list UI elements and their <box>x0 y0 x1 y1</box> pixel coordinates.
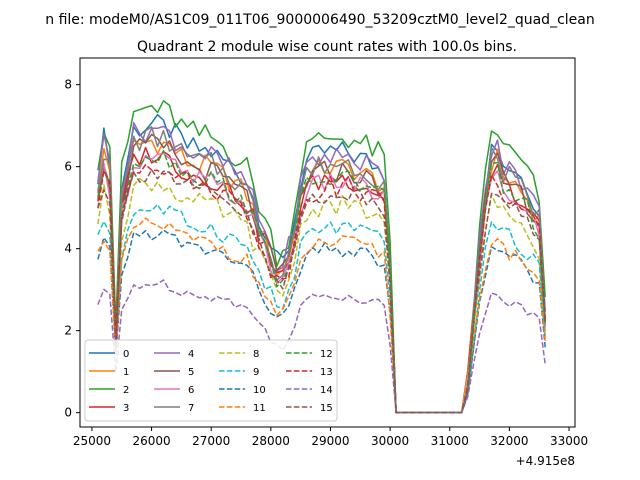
legend-label-0: 0 <box>123 349 129 360</box>
legend-label-7: 7 <box>188 403 194 414</box>
legend-label-1: 1 <box>123 367 129 378</box>
y-tick-label: 2 <box>64 324 72 338</box>
x-tick-label: 25000 <box>73 434 111 448</box>
legend-label-13: 13 <box>320 367 333 378</box>
x-tick-label: 26000 <box>132 434 170 448</box>
legend-box <box>84 339 338 422</box>
chart-suptitle: n file: modeM0/AS1C09_011T06_9000006490_… <box>45 12 594 28</box>
legend-label-3: 3 <box>123 403 129 414</box>
y-tick-label: 4 <box>64 242 72 256</box>
x-tick-label: 33000 <box>550 434 588 448</box>
legend-label-10: 10 <box>253 385 266 396</box>
legend-label-5: 5 <box>188 367 194 378</box>
x-tick-label: 29000 <box>311 434 349 448</box>
x-tick-label: 28000 <box>252 434 290 448</box>
legend-label-12: 12 <box>320 349 333 360</box>
series-line-14 <box>97 279 546 414</box>
series-line-10 <box>97 229 546 414</box>
legend-label-4: 4 <box>188 349 194 360</box>
legend-label-6: 6 <box>188 385 194 396</box>
chart-title: Quadrant 2 module wise count rates with … <box>137 39 517 55</box>
legend-label-14: 14 <box>320 385 333 396</box>
legend-label-11: 11 <box>253 403 266 414</box>
x-tick-label: 30000 <box>371 434 409 448</box>
series-layer <box>97 100 546 414</box>
plot-frame <box>79 57 576 428</box>
legend-label-15: 15 <box>320 403 333 414</box>
series-line-12 <box>97 149 546 414</box>
y-tick-label: 0 <box>64 406 72 420</box>
x-tick-label: 27000 <box>192 434 230 448</box>
x-tick-label: 31000 <box>431 434 469 448</box>
series-line-15 <box>97 168 546 414</box>
y-axis: 0 2 4 6 8 <box>64 78 80 420</box>
series-line-9 <box>97 203 546 414</box>
y-tick-label: 6 <box>64 160 72 174</box>
x-offset-label: +4.915e8 <box>516 454 575 468</box>
x-tick-label: 32000 <box>490 434 528 448</box>
series-line-7 <box>97 125 546 414</box>
y-tick-label: 8 <box>64 78 72 92</box>
legend-label-2: 2 <box>123 385 129 396</box>
legend-label-8: 8 <box>253 349 259 360</box>
legend-label-9: 9 <box>253 367 259 378</box>
x-axis: 25000 26000 27000 28000 29000 30000 31000 32000… <box>73 427 588 448</box>
